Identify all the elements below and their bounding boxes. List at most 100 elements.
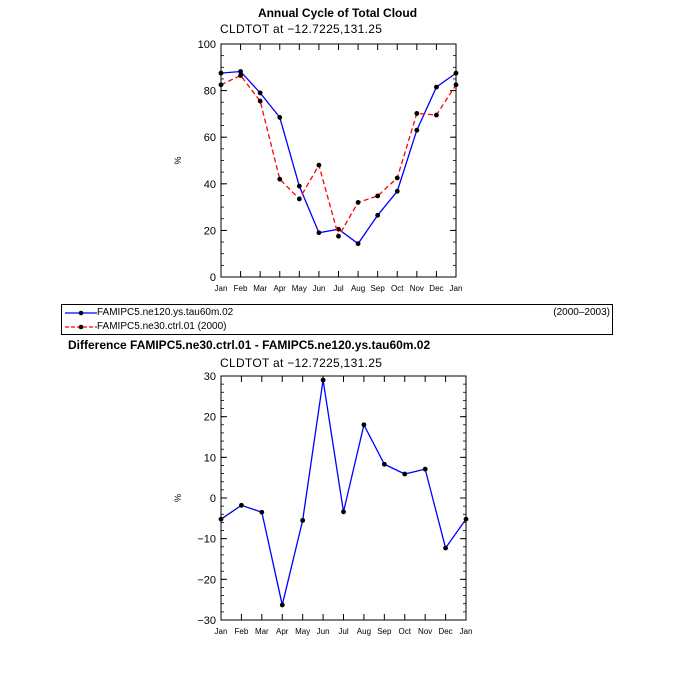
data-point [434, 112, 439, 118]
data-point [218, 70, 224, 76]
y-tick-label: 10 [204, 452, 216, 464]
series-line-0 [220, 379, 467, 606]
data-point [375, 212, 381, 218]
x-tick-label: May [295, 627, 310, 636]
data-point [443, 545, 448, 551]
data-point [453, 82, 459, 88]
data-point [402, 471, 408, 477]
x-tick-label: Sep [377, 627, 392, 636]
plot-frame [220, 375, 467, 621]
data-point [414, 111, 420, 116]
x-tick-label: Feb [235, 627, 249, 636]
data-point [238, 73, 243, 78]
data-point [394, 188, 400, 194]
legend-entry-ne30: FAMIPC5.ne30.ctrl.01 (2000) [62, 320, 612, 334]
data-point [434, 84, 439, 90]
legend-entry-ne120: FAMIPC5.ne120.ys.tau60m.02 (2000–2003) [62, 306, 612, 320]
data-point [414, 127, 420, 133]
main-title: Annual Cycle of Total Cloud [257, 6, 418, 20]
data-point [375, 193, 381, 199]
y-tick-label: 40 [204, 179, 216, 191]
x-tick-label: Jan [450, 284, 463, 293]
data-point [336, 226, 341, 232]
x-tick-label: Jun [317, 627, 330, 636]
data-point [277, 114, 283, 120]
x-tick-label: Apr [276, 627, 289, 636]
y-axis-label: % [173, 494, 183, 502]
x-tick-label: Nov [418, 627, 432, 636]
data-point [257, 98, 263, 104]
data-point [355, 200, 361, 205]
y-tick-label: −20 [197, 574, 216, 586]
legend-range: (2000–2003) [553, 307, 610, 318]
data-point [259, 509, 265, 515]
data-point [296, 183, 302, 189]
legend-line-ne30 [65, 324, 97, 330]
data-point [277, 176, 283, 182]
data-point [394, 175, 400, 181]
data-point [453, 70, 459, 76]
y-tick-label: 100 [198, 39, 216, 51]
x-tick-label: Jan [460, 627, 473, 636]
x-tick-label: Oct [391, 284, 404, 293]
x-tick-label: Jun [312, 284, 325, 293]
x-tick-label: Jan [215, 627, 228, 636]
data-point [218, 516, 224, 522]
data-point [355, 241, 361, 247]
y-tick-label: 0 [210, 272, 216, 284]
x-tick-label: Feb [234, 284, 248, 293]
data-point [316, 230, 322, 236]
x-tick-label: Aug [357, 627, 371, 636]
x-tick-label: Mar [253, 284, 267, 293]
x-tick-label: Jul [338, 627, 348, 636]
data-point [341, 509, 346, 515]
legend-label-ne30: FAMIPC5.ne30.ctrl.01 (2000) [97, 321, 227, 332]
data-point [257, 90, 263, 96]
x-tick-label: Nov [410, 284, 424, 293]
data-point [320, 377, 326, 383]
top-chart-subtitle: CLDTOT at −12.7225,131.25 [220, 22, 383, 36]
plot-frame [220, 43, 457, 278]
difference-title: Difference FAMIPC5.ne30.ctrl.01 - FAMIPC… [68, 338, 431, 352]
legend-label-ne120: FAMIPC5.ne120.ys.tau60m.02 [97, 307, 234, 318]
x-tick-label: Sep [371, 284, 386, 293]
x-tick-label: Apr [274, 284, 287, 293]
legend: FAMIPC5.ne120.ys.tau60m.02 (2000–2003) F… [61, 304, 613, 335]
x-tick-label: May [292, 284, 307, 293]
y-tick-label: −30 [197, 615, 216, 627]
x-tick-label: Dec [438, 627, 452, 636]
x-tick-label: Oct [399, 627, 412, 636]
x-tick-label: Jul [333, 284, 343, 293]
bottom-chart-subtitle: CLDTOT at −12.7225,131.25 [220, 356, 383, 370]
x-tick-label: Mar [255, 627, 269, 636]
data-point [463, 516, 469, 522]
y-tick-label: 60 [204, 132, 216, 144]
y-tick-label: 20 [204, 412, 216, 424]
series-line-1 [220, 74, 457, 238]
difference-chart: −30 −20 −10 0 10 20 30 Jan Feb Mar Apr May Jun Jul Aug… [173, 371, 472, 636]
x-tick-label: Aug [351, 284, 365, 293]
data-point [422, 466, 428, 472]
y-tick-label: −10 [197, 534, 216, 546]
y-axis-label: % [173, 156, 183, 164]
data-point [336, 233, 341, 239]
data-point [238, 69, 243, 74]
data-point [296, 196, 302, 202]
y-tick-label: 20 [204, 225, 216, 237]
series-line-0 [220, 70, 457, 245]
data-point [361, 422, 367, 428]
y-tick-label: 0 [210, 493, 216, 505]
data-point [300, 517, 306, 523]
y-tick-label: 80 [204, 86, 216, 98]
x-tick-label: Dec [429, 284, 443, 293]
data-point [239, 502, 244, 508]
data-point [316, 162, 322, 168]
legend-line-ne120 [65, 310, 97, 316]
annual-cycle-chart: 0 20 40 60 80 100 Jan Feb Mar Apr May Jun Jul Aug Sep O… [173, 39, 462, 293]
data-point [381, 461, 387, 467]
x-tick-label: Jan [215, 284, 228, 293]
data-point [218, 82, 224, 88]
data-point [279, 602, 285, 608]
y-tick-label: 30 [204, 371, 216, 383]
